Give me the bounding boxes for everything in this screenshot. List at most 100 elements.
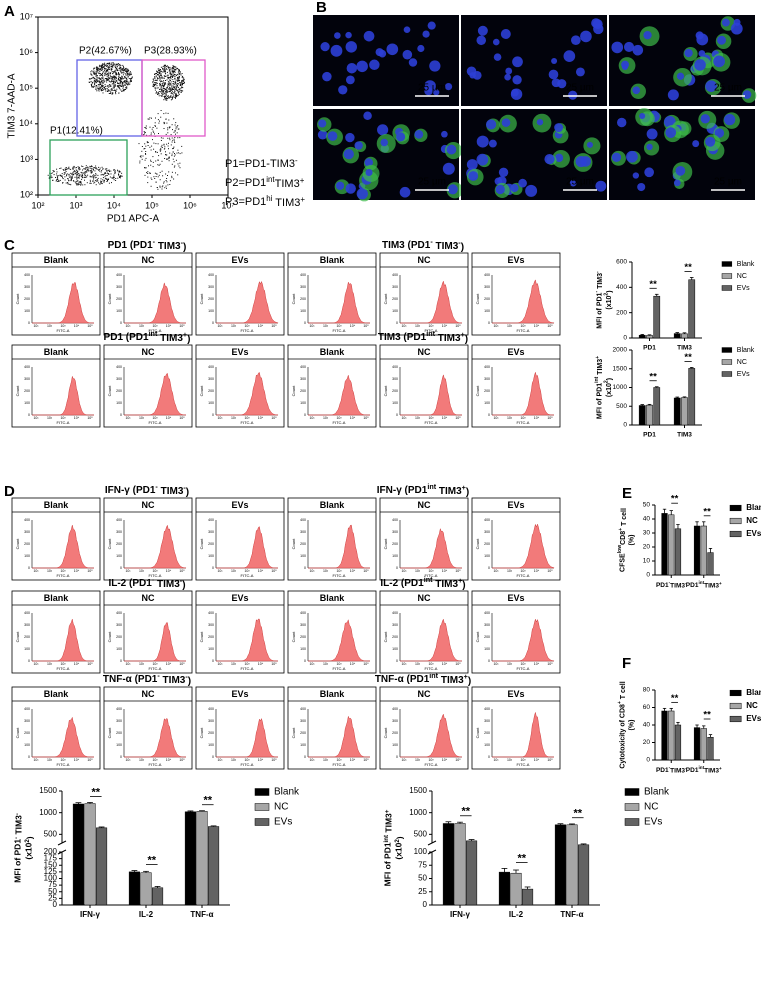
- event-texture: [93, 70, 95, 72]
- event-texture: [72, 171, 74, 173]
- histogram-x-tick: 10³: [428, 416, 434, 420]
- histogram-x-title: FITC-A: [333, 666, 346, 671]
- histogram-title: PD1 (PD1int TIM3+): [104, 329, 191, 345]
- event-texture: [152, 81, 154, 83]
- event-texture: [91, 176, 93, 178]
- event-texture: [105, 64, 107, 66]
- event-texture: [159, 80, 161, 82]
- histogram-x-tick: 10⁴: [166, 758, 172, 762]
- event-texture: [79, 168, 81, 170]
- event-texture: [53, 171, 55, 173]
- histogram-x-title: FITC-A: [149, 420, 162, 425]
- event-texture: [109, 77, 111, 79]
- event-texture: [108, 79, 110, 81]
- event-texture: [127, 83, 129, 85]
- event-texture: [169, 89, 171, 91]
- event-texture: [105, 68, 107, 70]
- histogram-x-tick: 10²: [415, 569, 421, 573]
- event-texture: [79, 182, 81, 184]
- legend-swatch: [729, 715, 742, 723]
- y-tick-label: 40: [643, 516, 651, 523]
- cell-nucleus: [468, 171, 479, 181]
- histogram-x-tick: 10⁴: [74, 569, 80, 573]
- event-texture: [162, 69, 164, 70]
- legend-swatch: [729, 504, 742, 512]
- event-texture: [178, 70, 180, 72]
- x-tick-label-part: TIM3: [704, 767, 719, 774]
- cell-nucleus: [554, 153, 564, 163]
- event-texture: [167, 145, 169, 147]
- event-texture: [96, 71, 98, 73]
- histogram-x-tick: 10⁴: [166, 324, 172, 328]
- histogram-group: NC: [142, 347, 155, 357]
- event-texture: [128, 82, 129, 84]
- event-texture: [172, 76, 174, 78]
- histogram-y-title: Count: [199, 631, 204, 643]
- event-texture: [64, 176, 66, 178]
- event-texture: [165, 73, 167, 75]
- histogram-x-tick: 10¹: [33, 324, 39, 328]
- event-texture: [89, 181, 91, 183]
- histogram-x-tick: 10⁵: [547, 324, 553, 328]
- histogram-y-tick: 200: [24, 297, 30, 301]
- histogram-curve: [492, 711, 554, 758]
- event-texture: [127, 73, 129, 75]
- event-texture: [97, 87, 98, 89]
- x-tick-label: 10⁷: [221, 200, 234, 210]
- event-texture: [148, 165, 149, 167]
- histogram-x-tick: 10¹: [493, 416, 499, 420]
- event-texture: [150, 177, 152, 179]
- event-texture: [169, 87, 171, 89]
- event-texture: [76, 184, 78, 186]
- event-texture: [76, 175, 78, 177]
- histogram-x-title: FITC-A: [149, 573, 162, 578]
- histogram-curve: [124, 524, 187, 569]
- event-texture: [62, 182, 64, 184]
- event-texture: [182, 90, 184, 92]
- event-texture: [155, 79, 157, 81]
- event-texture: [103, 180, 105, 182]
- histogram-x-tick: 10¹: [33, 569, 39, 573]
- event-texture: [113, 174, 115, 176]
- cell-nucleus: [724, 114, 736, 126]
- event-texture: [166, 178, 168, 179]
- histogram-group: EVs: [507, 593, 524, 603]
- event-texture: [94, 81, 96, 83]
- histogram-y-tick: 200: [24, 542, 30, 546]
- histogram-y-title: Count: [291, 727, 296, 739]
- event-texture: [72, 173, 74, 175]
- histogram-title-part: -: [180, 576, 183, 585]
- event-texture: [67, 183, 69, 185]
- event-texture: [112, 66, 114, 68]
- event-texture: [173, 161, 175, 163]
- event-texture: [167, 74, 169, 76]
- significance-label: **: [671, 693, 679, 704]
- event-texture: [161, 94, 163, 96]
- event-texture: [173, 81, 175, 83]
- bar: [661, 710, 668, 761]
- event-texture: [68, 166, 70, 168]
- histogram-y-tick: 300: [484, 377, 490, 381]
- event-texture: [105, 89, 107, 91]
- histogram-y-tick: 400: [116, 611, 122, 615]
- axis-break: [57, 840, 67, 846]
- histogram-y-tick: 300: [116, 719, 122, 723]
- histogram-y-title: Count: [15, 727, 20, 739]
- axis-break: [427, 840, 437, 846]
- y-axis-title-line-part: +: [618, 701, 624, 704]
- event-texture: [103, 181, 105, 183]
- event-texture: [147, 176, 149, 178]
- histogram-y-tick: 300: [24, 719, 30, 723]
- event-texture: [144, 133, 146, 135]
- event-texture: [70, 168, 72, 170]
- event-texture: [169, 66, 171, 68]
- significance-label: **: [649, 279, 657, 290]
- histogram-y-title: Count: [475, 385, 480, 397]
- y-tick-label: 75: [48, 880, 57, 889]
- histogram-x-tick: 10⁵: [87, 416, 93, 420]
- event-texture: [170, 68, 172, 70]
- histogram-y-tick: 100: [208, 743, 214, 747]
- histogram-x-tick: 10⁴: [534, 569, 540, 573]
- event-texture: [176, 126, 178, 128]
- y-axis-title-line-part: -: [14, 813, 21, 815]
